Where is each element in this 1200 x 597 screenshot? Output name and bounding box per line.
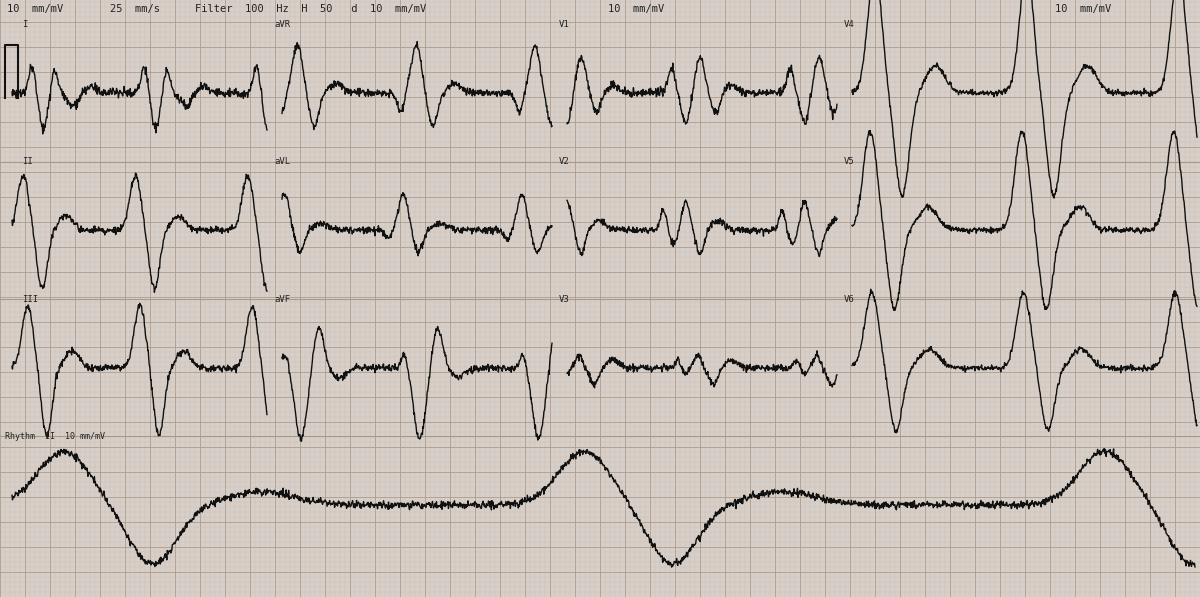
- Text: 10  mm/mV: 10 mm/mV: [1055, 4, 1111, 14]
- Text: 10  mm/mV: 10 mm/mV: [7, 4, 64, 14]
- Text: II: II: [22, 158, 32, 167]
- Text: V6: V6: [844, 296, 854, 304]
- Text: V4: V4: [844, 20, 854, 29]
- Text: III: III: [22, 296, 38, 304]
- Text: 25  mm/s: 25 mm/s: [110, 4, 160, 14]
- Text: V2: V2: [559, 158, 570, 167]
- Text: aVF: aVF: [274, 296, 290, 304]
- Text: aVR: aVR: [274, 20, 290, 29]
- Text: V3: V3: [559, 296, 570, 304]
- Text: aVL: aVL: [274, 158, 290, 167]
- Text: I: I: [22, 20, 28, 29]
- Text: 10  mm/mV: 10 mm/mV: [608, 4, 665, 14]
- Text: Rhythm  II  10 mm/mV: Rhythm II 10 mm/mV: [5, 432, 106, 441]
- Text: V5: V5: [844, 158, 854, 167]
- Text: V1: V1: [559, 20, 570, 29]
- Text: Filter  100  Hz  H  50   d  10  mm/mV: Filter 100 Hz H 50 d 10 mm/mV: [194, 4, 426, 14]
